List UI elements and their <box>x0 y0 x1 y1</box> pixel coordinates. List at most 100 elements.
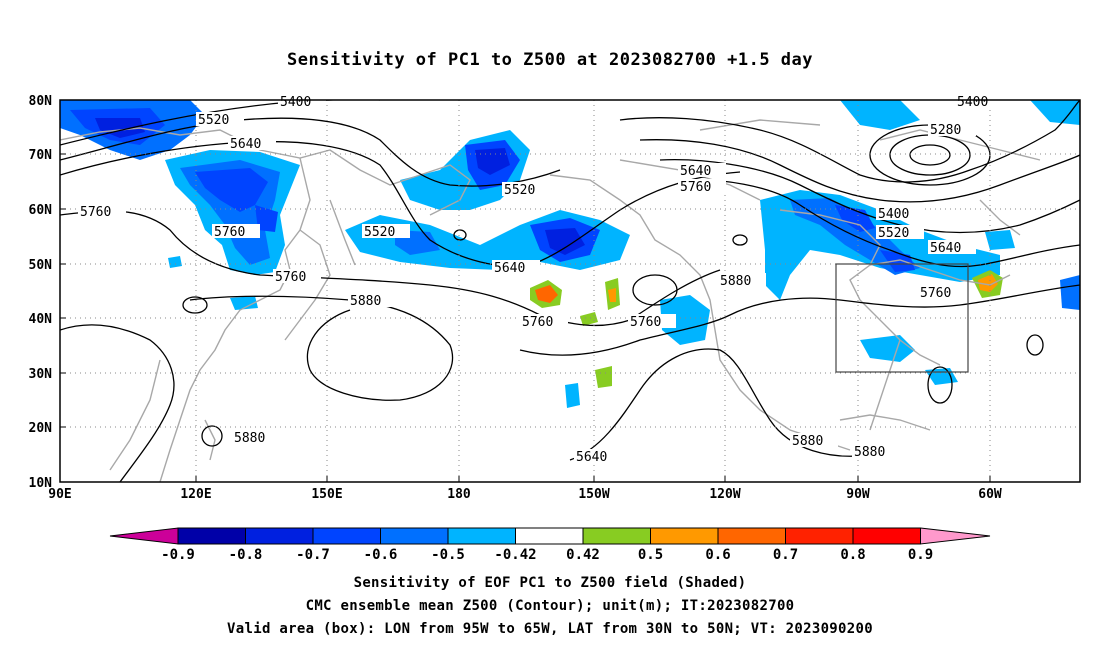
contour-label: 5760 <box>522 315 553 330</box>
contour-5640-b <box>659 159 1080 234</box>
colorbar-label: 0.5 <box>638 547 663 563</box>
contour-small-low <box>182 296 208 314</box>
lat-label: 70N <box>29 148 53 163</box>
footer-line-shaded: Sensitivity of EOF PC1 to Z500 field (Sh… <box>353 575 747 591</box>
colorbar-segment <box>312 527 381 545</box>
colorbar-label: -0.5 <box>431 547 465 563</box>
contour-label: 5400 <box>878 207 909 222</box>
lon-label: 120E <box>180 487 211 502</box>
contour-label: 5640 <box>494 261 525 276</box>
map-title: Sensitivity of PC1 to Z500 at 2023082700… <box>286 50 813 70</box>
negative-sensitivity-area <box>475 148 510 175</box>
lon-label: 150W <box>578 487 609 502</box>
latitude-axis: 80N 70N 60N 50N 40N 30N 20N 10N <box>29 94 53 491</box>
contour-label: 5520 <box>198 113 229 128</box>
lat-label: 10N <box>29 476 53 491</box>
contour-small-low <box>1026 334 1044 356</box>
colorbar-label: 0.8 <box>840 547 865 563</box>
lon-label: 60W <box>978 487 1002 502</box>
colorbar-segment <box>785 527 854 545</box>
colorbar-label: -0.6 <box>364 547 398 563</box>
positive-sensitivity-area <box>535 285 558 303</box>
colorbar-label: 0.42 <box>566 547 600 563</box>
lat-label: 60N <box>29 203 53 218</box>
negative-sensitivity-area <box>985 230 1015 250</box>
contour-label: 5400 <box>957 95 988 110</box>
negative-sensitivity-area <box>860 335 915 362</box>
contour-5880-c <box>60 324 175 482</box>
contour-label: 5760 <box>680 180 711 195</box>
tick-marks <box>60 153 991 482</box>
contour-label: 5640 <box>930 241 961 256</box>
longitude-axis: 90E 120E 150E 180 150W 120W 90W 60W <box>48 487 1002 502</box>
plot-frame <box>59 99 1081 483</box>
sensitivity-shading <box>60 100 1080 408</box>
contour-5880 <box>189 295 454 401</box>
colorbar-arrow-right <box>920 527 991 545</box>
negative-sensitivity-area <box>840 100 920 130</box>
lon-label: 150E <box>311 487 342 502</box>
negative-sensitivity-area <box>565 383 580 408</box>
colorbar-segment <box>650 527 719 545</box>
positive-sensitivity-area <box>580 312 598 326</box>
colorbar-segment <box>447 527 516 545</box>
valid-area-box <box>835 263 969 373</box>
contour-5520 <box>60 117 561 187</box>
footer-line-valid-area: Valid area (box): LON from 95W to 65W, L… <box>227 621 873 637</box>
colorbar-segment <box>852 527 921 545</box>
contour-label: 5760 <box>920 286 951 301</box>
contour-5880-b <box>519 284 1080 356</box>
contour-label: 5760 <box>80 205 111 220</box>
contour-label: 5520 <box>878 226 909 241</box>
contour-low-center <box>909 144 951 166</box>
grid-lines <box>60 100 1080 482</box>
contour-small-low <box>453 229 467 241</box>
negative-sensitivity-area <box>1060 275 1080 310</box>
colorbar-segment <box>380 527 449 545</box>
negative-sensitivity-area <box>255 205 278 232</box>
lat-label: 30N <box>29 367 53 382</box>
contour-small-low <box>732 234 748 246</box>
contour-label: 5880 <box>854 445 885 460</box>
lat-label: 80N <box>29 94 53 109</box>
colorbar-segment <box>582 527 651 545</box>
colorbar-segment <box>515 527 584 545</box>
lat-label: 40N <box>29 312 53 327</box>
negative-sensitivity-area <box>230 296 258 310</box>
contour-label: 5880 <box>792 434 823 449</box>
colorbar-label: -0.9 <box>161 547 195 563</box>
negative-sensitivity-area <box>195 168 268 212</box>
contour-label-group: 5400 5520 5640 5760 5520 5760 5640 5760 … <box>78 94 1003 465</box>
colorbar-label: -0.42 <box>494 547 536 563</box>
positive-sensitivity-area <box>978 274 998 292</box>
contour-5400-b <box>619 100 1080 183</box>
contour-label: 5880 <box>350 294 381 309</box>
lat-label: 20N <box>29 421 53 436</box>
colorbar-segment <box>717 527 786 545</box>
colorbar-label: 0.9 <box>908 547 933 563</box>
contour-label: 5640 <box>680 164 711 179</box>
colorbar-label: -0.8 <box>229 547 263 563</box>
contour-label: 5640 <box>230 137 261 152</box>
contour-label: 5400 <box>280 95 311 110</box>
positive-sensitivity-area <box>608 288 616 302</box>
colorbar-segment <box>245 527 314 545</box>
contour-label: 5880 <box>720 274 751 289</box>
contour-label: 5520 <box>364 225 395 240</box>
negative-sensitivity-area <box>835 205 875 232</box>
lon-label: 180 <box>447 487 471 502</box>
colorbar-arrow-left <box>109 527 179 545</box>
lat-label: 50N <box>29 258 53 273</box>
contour-label: 5640 <box>576 450 607 465</box>
contour-small-low <box>201 425 223 447</box>
negative-sensitivity-area <box>168 256 182 268</box>
contour-low-center <box>889 134 971 176</box>
contour-label: 5520 <box>504 183 535 198</box>
colorbar-label: 0.7 <box>773 547 798 563</box>
negative-sensitivity-area <box>545 228 585 255</box>
contour-small-low <box>927 366 953 404</box>
lon-label: 90W <box>846 487 870 502</box>
colorbar-segment <box>177 527 246 545</box>
negative-sensitivity-area <box>1030 100 1080 125</box>
